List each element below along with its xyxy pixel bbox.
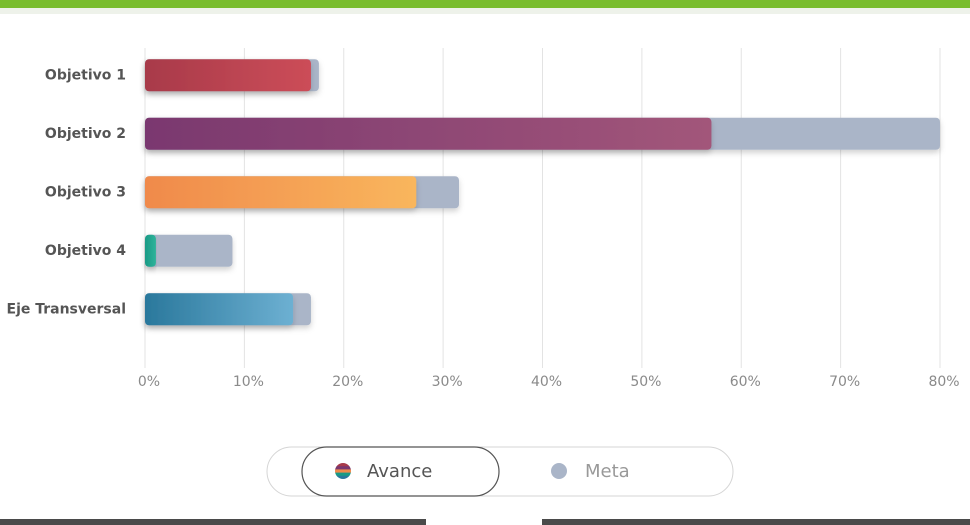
x-tick-label: 60% xyxy=(730,374,761,390)
bar xyxy=(145,234,233,267)
header-shadow xyxy=(0,8,970,14)
x-tick-label: 50% xyxy=(630,374,661,390)
y-tick-label: Objetivo 1 xyxy=(45,67,126,83)
x-tick-label: 70% xyxy=(829,374,860,390)
y-tick-label: Eje Transversal xyxy=(7,301,127,317)
bar xyxy=(145,117,712,150)
bar xyxy=(145,293,294,326)
bars xyxy=(145,59,940,326)
legend-stripe xyxy=(335,475,351,479)
legend-stripe xyxy=(335,469,351,473)
legend-stripe xyxy=(335,466,351,470)
x-tick-label: 40% xyxy=(531,374,562,390)
legend-item-meta[interactable]: Meta xyxy=(551,461,630,482)
x-tick-label: 20% xyxy=(332,374,363,390)
legend-icon xyxy=(335,463,351,479)
x-tick-label: 30% xyxy=(432,374,463,390)
x-tick-label: 0% xyxy=(138,374,160,390)
bar xyxy=(145,59,311,92)
legend-icon xyxy=(551,463,567,479)
header-strip xyxy=(0,0,970,8)
y-tick-label: Objetivo 3 xyxy=(45,184,126,200)
grid xyxy=(144,48,941,368)
legend-label[interactable]: Meta xyxy=(585,461,630,482)
y-tick-label: Objetivo 4 xyxy=(45,243,126,259)
x-tick-label: 80% xyxy=(928,374,959,390)
y-tick-label: Objetivo 2 xyxy=(45,126,126,142)
legend-label[interactable]: Avance xyxy=(367,461,432,482)
legend: Avance Meta xyxy=(266,446,734,497)
x-tick-label: 10% xyxy=(233,374,264,390)
legend-stripe xyxy=(335,463,351,467)
legend-selected[interactable] xyxy=(301,446,500,497)
labels: 0% 10% 20% 30% 40% 50% 60% 70% 80% Objetivo 1 Obje… xyxy=(7,67,960,390)
legend-item-avance[interactable]: Avance xyxy=(301,446,500,497)
bar xyxy=(145,176,417,209)
tab xyxy=(542,519,970,525)
legend-stripe xyxy=(335,472,351,477)
bar xyxy=(145,234,156,267)
tab xyxy=(0,519,426,525)
